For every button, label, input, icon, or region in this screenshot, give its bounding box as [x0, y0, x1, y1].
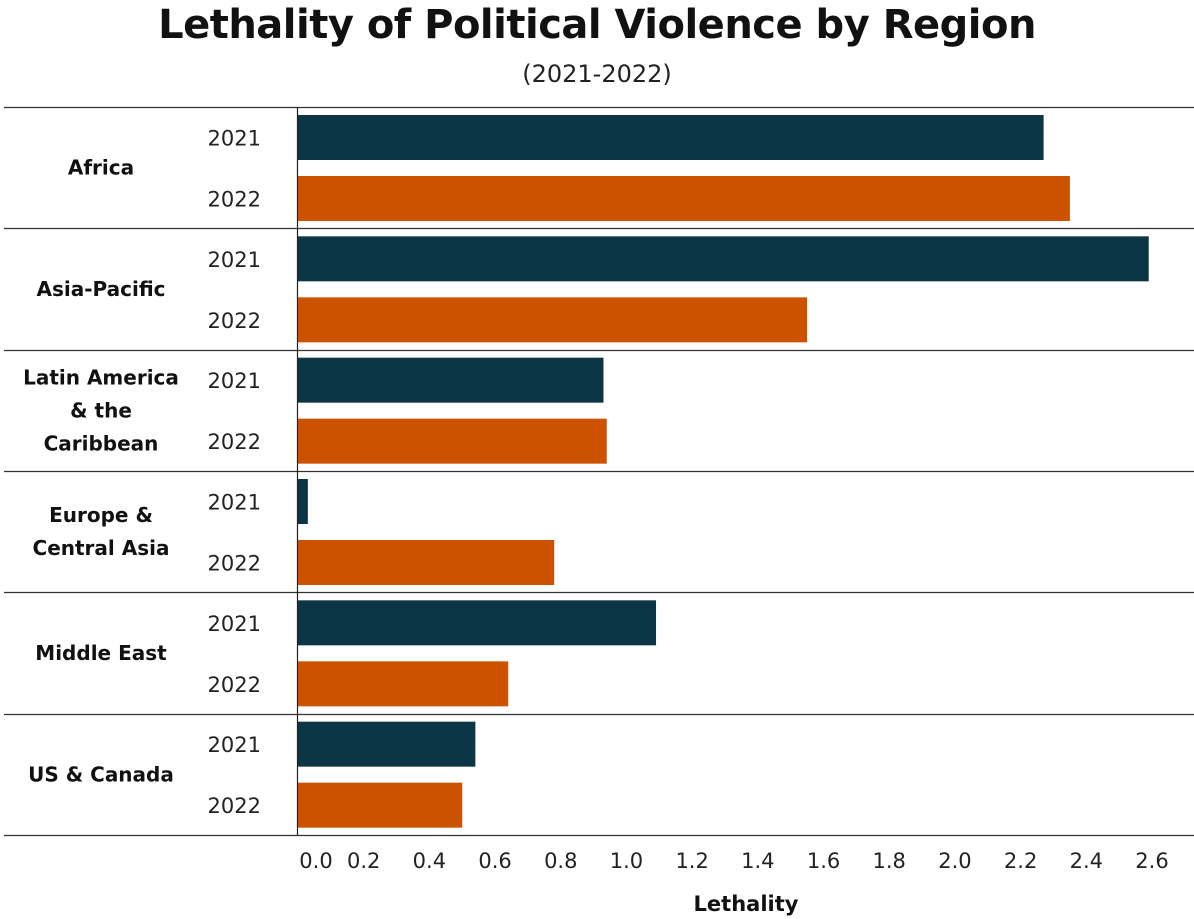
x-tick-label: 1.8	[873, 849, 906, 873]
series-label: 2022	[208, 309, 261, 333]
region-label: US & Canada	[28, 762, 174, 786]
bar-2022-latin-america-the-caribbean	[298, 418, 607, 464]
series-label: 2021	[208, 612, 261, 636]
series-label: 2022	[208, 430, 261, 454]
bar-2021-latin-america-the-caribbean	[298, 357, 604, 403]
region-label: Europe &	[49, 503, 153, 527]
bar-2022-africa	[298, 176, 1070, 221]
bar-2021-europe-central-asia	[298, 479, 308, 524]
region-label: Caribbean	[44, 431, 159, 455]
x-tick-label: 0.2	[347, 849, 380, 873]
x-tick-label: 2.6	[1135, 849, 1168, 873]
bar-2021-middle-east	[298, 600, 657, 646]
series-label: 2021	[208, 248, 261, 272]
region-label: & the	[70, 398, 132, 422]
bar-2021-asia-pacific	[298, 236, 1149, 282]
series-label: 2021	[208, 491, 261, 515]
x-tick-label: 1.0	[610, 849, 643, 873]
x-tick-label: 1.2	[675, 849, 708, 873]
series-label: 2022	[208, 188, 261, 212]
series-label: 2021	[208, 369, 261, 393]
region-label: Latin America	[23, 365, 179, 389]
x-tick-label: 2.0	[938, 849, 971, 873]
bar-2022-asia-pacific	[298, 297, 808, 343]
x-tick-label: 1.6	[807, 849, 840, 873]
chart-subtitle: (2021-2022)	[522, 60, 672, 88]
region-label: Central Asia	[33, 536, 170, 560]
bar-2022-us-canada	[298, 782, 463, 828]
x-tick-label: 0.0	[299, 849, 332, 873]
x-tick-label: 0.6	[478, 849, 511, 873]
bar-2022-europe-central-asia	[298, 540, 555, 585]
region-label: Middle East	[35, 641, 167, 665]
series-label: 2022	[208, 552, 261, 576]
bar-2021-africa	[298, 115, 1044, 160]
bar-2022-middle-east	[298, 661, 509, 707]
chart-title: Lethality of Political Violence by Regio…	[158, 2, 1036, 48]
x-tick-label: 0.8	[544, 849, 577, 873]
x-tick-label: 2.2	[1004, 849, 1037, 873]
x-tick-label: 2.4	[1070, 849, 1103, 873]
bar-2021-us-canada	[298, 721, 476, 767]
x-tick-label: 1.4	[741, 849, 774, 873]
series-label: 2021	[208, 127, 261, 151]
series-label: 2022	[208, 673, 261, 697]
x-tick-label: 0.4	[413, 849, 446, 873]
series-label: 2022	[208, 794, 261, 818]
region-label: Africa	[68, 156, 134, 180]
x-axis-label: Lethality	[694, 892, 799, 916]
series-label: 2021	[208, 733, 261, 757]
region-label: Asia-Pacific	[36, 277, 165, 301]
